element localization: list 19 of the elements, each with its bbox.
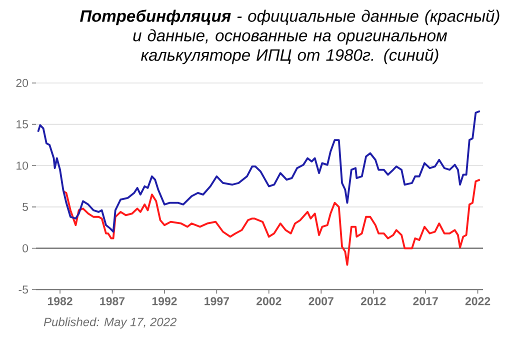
y-tick-label: 5 xyxy=(22,202,28,211)
x-tick-label: 2022 xyxy=(465,297,490,306)
x-tick-label: 2012 xyxy=(360,297,386,306)
line-series xyxy=(62,178,481,266)
x-tick-label: 1992 xyxy=(152,297,177,306)
x-tick-label: 1987 xyxy=(100,297,125,306)
x-tick-label: 1997 xyxy=(204,297,229,306)
line-series xyxy=(37,110,481,233)
chart-title: Потребинфляция - официальные данные (красный) и данные, основанные на оригинальном калькуляторе ИПЦ от 1980г. (синий) xyxy=(80,10,500,64)
x-tick-label: 1982 xyxy=(48,297,72,306)
y-tick-label: 10 xyxy=(16,162,28,170)
text: Published: May 17, 2022 xyxy=(44,317,177,329)
x-tick-label: 2017 xyxy=(413,297,438,306)
x-tick-label: 2002 xyxy=(256,297,282,306)
y-tick-label: 15 xyxy=(16,120,28,128)
y-tick-label: -5 xyxy=(18,286,28,294)
x-tick-label: 2007 xyxy=(308,297,334,306)
y-tick-label: 0 xyxy=(22,244,28,252)
y-tick-label: 20 xyxy=(16,78,28,88)
